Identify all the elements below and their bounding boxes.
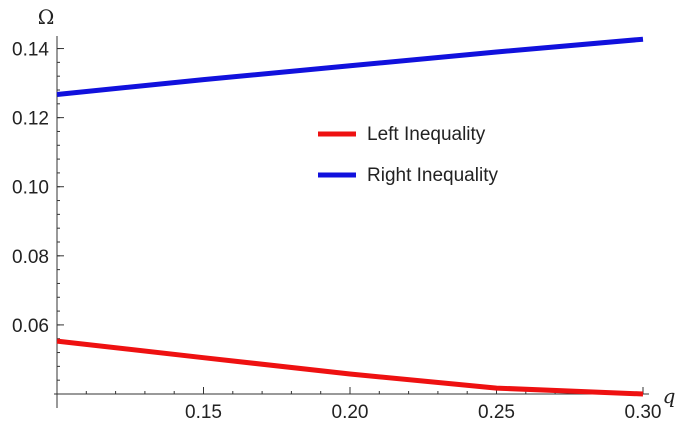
- y-tick-label: 0.12: [12, 109, 49, 130]
- series-line-right-inequality: [57, 39, 643, 94]
- y-axis-label: Ω: [38, 5, 55, 29]
- x-tick-label: 0.15: [185, 402, 222, 423]
- y-tick-label: 0.14: [12, 40, 49, 61]
- x-tick-label: 0.20: [332, 402, 369, 423]
- x-axis-label: q: [663, 384, 676, 408]
- y-tick-label: 0.08: [12, 247, 49, 268]
- series-line-left-inequality: [57, 341, 643, 394]
- y-tick-label: 0.06: [12, 316, 49, 337]
- x-tick-label: 0.30: [625, 402, 662, 423]
- legend-label: Right Inequality: [367, 165, 498, 186]
- series-layer: [57, 39, 643, 394]
- y-tick-label: 0.10: [12, 178, 49, 199]
- x-tick-label: 0.25: [478, 402, 515, 423]
- legend: Left Inequality Right Inequality: [318, 124, 498, 186]
- legend-label: Left Inequality: [367, 124, 486, 145]
